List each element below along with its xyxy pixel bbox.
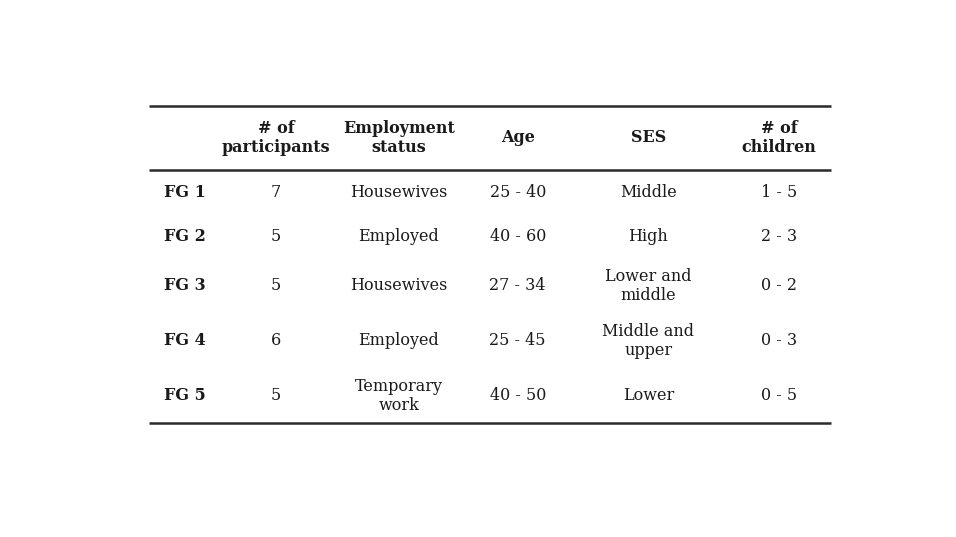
Text: Employed: Employed (358, 332, 439, 350)
Text: 1 - 5: 1 - 5 (761, 184, 797, 200)
Text: Age: Age (501, 129, 534, 147)
Text: 7: 7 (271, 184, 281, 200)
Text: 27 - 34: 27 - 34 (489, 278, 546, 294)
Text: 5: 5 (271, 228, 281, 245)
Text: 5: 5 (271, 278, 281, 294)
Text: # of
children: # of children (742, 120, 816, 156)
Text: Employment
status: Employment status (343, 120, 455, 156)
Text: 40 - 60: 40 - 60 (489, 228, 546, 245)
Text: Employed: Employed (358, 228, 439, 245)
Text: 0 - 5: 0 - 5 (761, 387, 797, 404)
Text: FG 1: FG 1 (163, 184, 206, 200)
Text: FG 2: FG 2 (163, 228, 206, 245)
Text: 40 - 50: 40 - 50 (489, 387, 546, 404)
Text: Lower: Lower (623, 387, 674, 404)
Text: FG 4: FG 4 (163, 332, 206, 350)
Text: SES: SES (631, 129, 666, 147)
Text: Housewives: Housewives (350, 278, 447, 294)
Text: FG 3: FG 3 (164, 278, 206, 294)
Text: FG 5: FG 5 (163, 387, 206, 404)
Text: Lower and
middle: Lower and middle (605, 267, 692, 304)
Text: 0 - 3: 0 - 3 (761, 332, 797, 350)
Text: Temporary
work: Temporary work (355, 378, 443, 414)
Text: Middle and
upper: Middle and upper (602, 323, 694, 359)
Text: Housewives: Housewives (350, 184, 447, 200)
Text: 6: 6 (271, 332, 281, 350)
Text: 5: 5 (271, 387, 281, 404)
Text: 2 - 3: 2 - 3 (761, 228, 797, 245)
Text: High: High (629, 228, 668, 245)
Text: 0 - 2: 0 - 2 (761, 278, 797, 294)
Text: 25 - 40: 25 - 40 (489, 184, 546, 200)
Text: 25 - 45: 25 - 45 (489, 332, 546, 350)
Text: Middle: Middle (620, 184, 677, 200)
Text: # of
participants: # of participants (222, 120, 330, 156)
